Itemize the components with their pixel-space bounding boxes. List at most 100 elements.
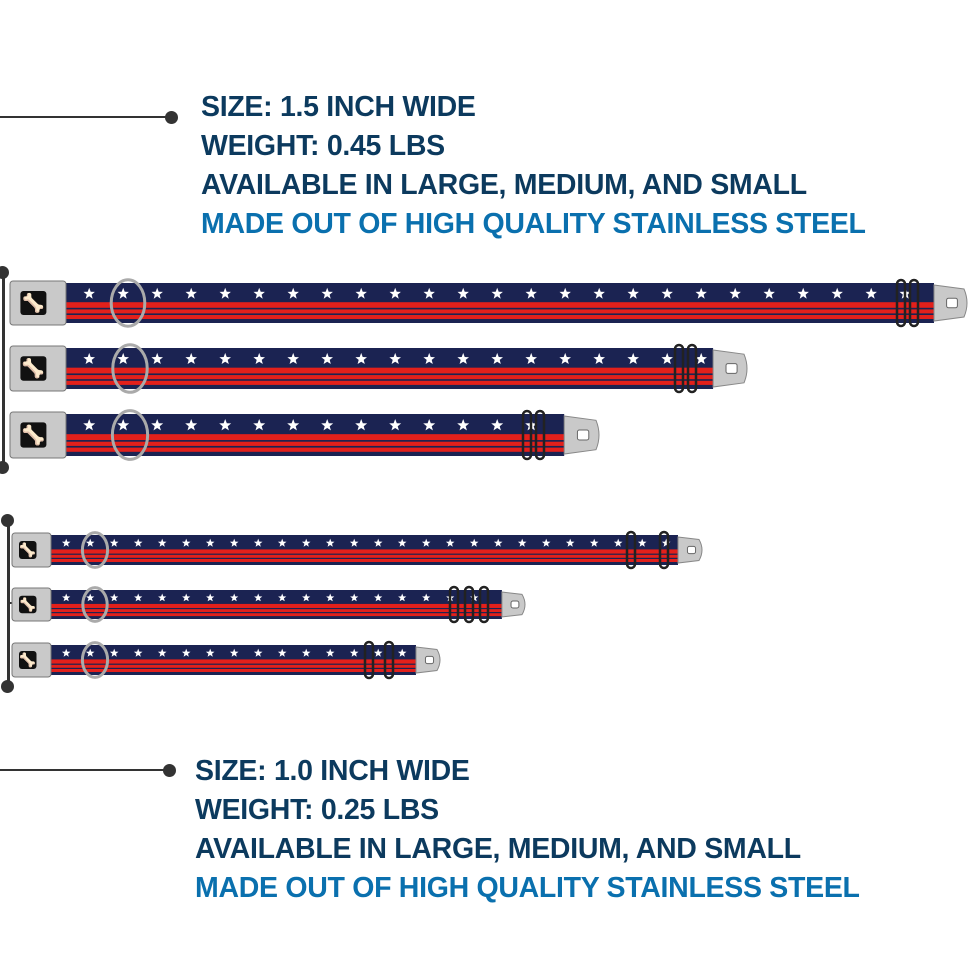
star-icon (525, 352, 537, 364)
star-icon (421, 538, 431, 547)
star-icon (593, 352, 605, 364)
tongue-slot (725, 363, 738, 374)
star-icon (83, 419, 96, 431)
star-icon (589, 538, 599, 547)
bracket-large-group (2, 272, 5, 468)
callout-line-small (0, 769, 166, 771)
collar-small-wide: 🦴 (9, 409, 600, 461)
red-stripe (47, 603, 502, 608)
bone-icon: 🦴 (22, 357, 45, 380)
star-icon (373, 538, 383, 547)
large-collar-spec: SIZE: 1.5 INCH WIDE WEIGHT: 0.45 LBS AVA… (201, 88, 866, 244)
star-icon (373, 648, 383, 657)
star-icon (457, 419, 470, 431)
star-icon (397, 538, 407, 547)
red-stripe (62, 434, 565, 441)
star-icon (831, 287, 843, 299)
star-icon (253, 648, 263, 657)
star-icon (350, 593, 359, 602)
star-icon (219, 419, 232, 431)
star-icon (277, 538, 287, 547)
collar-large-wide: 🦴 (9, 278, 968, 328)
star-icon (349, 538, 359, 547)
availability-text: AVAILABLE IN LARGE, MEDIUM, AND SMALL (195, 833, 801, 865)
star-icon (695, 287, 707, 299)
star-icon (559, 287, 571, 299)
star-icon (525, 287, 537, 299)
buckle-face (19, 651, 37, 669)
star-icon (205, 648, 215, 657)
star-icon (185, 287, 197, 299)
red-stripe (47, 554, 678, 558)
bone-icon: 🦴 (19, 542, 36, 558)
small-collar-spec: SIZE: 1.0 INCH WIDE WEIGHT: 0.25 LBS AVA… (195, 752, 860, 908)
weight-text: WEIGHT: 0.25 LBS (195, 794, 439, 826)
star-icon (301, 538, 311, 547)
star-icon (491, 287, 503, 299)
star-icon (517, 538, 527, 547)
red-stripe (47, 659, 416, 664)
bracket-dot (0, 266, 9, 279)
star-icon (117, 419, 130, 431)
star-icon (559, 352, 571, 364)
star-icon (491, 419, 504, 431)
size-text: SIZE: 1.0 INCH WIDE (195, 755, 470, 787)
star-icon (493, 538, 503, 547)
star-icon (469, 538, 479, 547)
star-icon (229, 538, 239, 547)
star-icon (541, 538, 551, 547)
star-icon (61, 538, 71, 547)
star-icon (109, 538, 119, 547)
star-icon (253, 538, 263, 547)
star-icon (182, 593, 191, 602)
bracket-dot (1, 680, 14, 693)
bracket-dot (0, 461, 9, 474)
star-icon (287, 419, 300, 431)
star-icon (349, 648, 359, 657)
d-ring (110, 409, 150, 461)
star-icon (181, 648, 191, 657)
tongue-slot (946, 297, 958, 309)
red-stripe (62, 441, 565, 446)
star-icon (355, 287, 367, 299)
star-icon (86, 593, 95, 602)
red-stripe (62, 447, 565, 452)
red-stripe (62, 315, 934, 319)
buckle-face (20, 356, 47, 381)
star-icon (661, 538, 671, 547)
star-icon (110, 593, 119, 602)
star-icon (457, 287, 469, 299)
star-icon (61, 648, 71, 657)
star-icon (763, 287, 775, 299)
keeper-loop (363, 640, 375, 680)
star-icon (205, 538, 215, 547)
star-icon (422, 593, 431, 602)
star-icon (302, 593, 311, 602)
callout-line-large (0, 116, 168, 118)
star-icon (83, 287, 95, 299)
star-icon (109, 648, 119, 657)
keeper-loop (673, 343, 685, 394)
keeper-loop (478, 585, 490, 624)
bone-icon: 🦴 (19, 652, 36, 668)
star-icon (374, 593, 383, 602)
star-icon (134, 593, 143, 602)
star-icon (287, 287, 299, 299)
collar-medium-wide: 🦴 (9, 343, 748, 394)
bone-icon: 🦴 (22, 423, 46, 446)
keeper-loop (658, 530, 670, 570)
star-icon (254, 593, 263, 602)
star-icon (85, 648, 95, 657)
star-icon (491, 352, 503, 364)
red-stripe (47, 559, 678, 562)
keeper-loop (448, 585, 460, 624)
star-icon (229, 648, 239, 657)
star-icon (627, 352, 639, 364)
callout-dot-large (165, 111, 178, 124)
star-icon (151, 352, 163, 364)
collar-medium-narrow: 🦴 (11, 585, 526, 624)
d-ring (111, 343, 149, 394)
d-ring (80, 641, 110, 679)
size-text: SIZE: 1.5 INCH WIDE (201, 91, 476, 123)
bone-icon: 🦴 (20, 596, 36, 612)
